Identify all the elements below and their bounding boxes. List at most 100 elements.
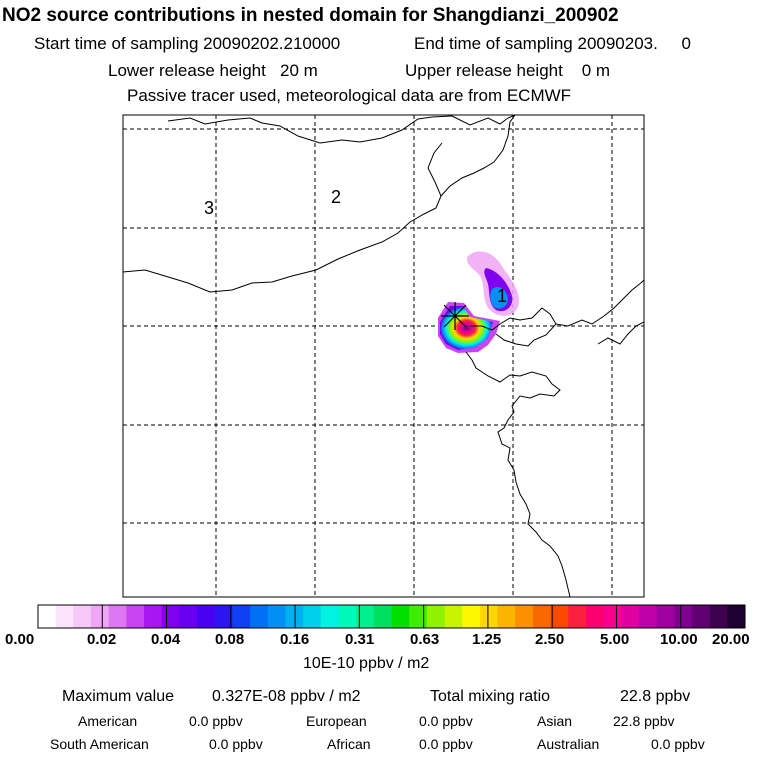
map-area: 1 2 3 — [123, 115, 644, 597]
colorbar-swatch — [91, 605, 110, 628]
south-american-label: South American — [50, 736, 149, 752]
lower-release-value: 20 m — [280, 61, 318, 80]
african-value: 0.0 ppbv — [419, 736, 473, 752]
colorbar-swatch — [38, 605, 57, 628]
colorbar-swatch — [232, 605, 251, 628]
colorbar-swatch — [621, 605, 640, 628]
australian-value: 0.0 ppbv — [651, 736, 705, 752]
region-label-2: 2 — [331, 187, 341, 207]
colorbar-swatch — [356, 605, 375, 628]
lower-release-height: Lower release height 20 m — [108, 62, 318, 79]
colorbar-swatch — [55, 605, 74, 628]
lower-release-label: Lower release height — [108, 61, 266, 80]
map-frame — [122, 114, 645, 598]
border-east — [440, 115, 516, 197]
receptor-marker — [441, 302, 469, 330]
colorbar-tick: 2.50 — [535, 631, 565, 648]
colorbar-swatch — [479, 605, 499, 628]
start-time-label: Start time of sampling — [34, 34, 199, 53]
asian-value: 22.8 ppbv — [613, 713, 675, 729]
colorbar-swatch — [674, 605, 693, 628]
colorbar-swatch — [73, 605, 92, 628]
colorbar-dividers — [101, 605, 682, 628]
colorbar-swatch — [338, 605, 357, 628]
colorbar-swatch — [285, 605, 304, 628]
colorbar-swatch — [568, 605, 587, 628]
colorbar-units: 10E-10 ppbv / m2 — [303, 655, 430, 672]
coastline-gulf — [470, 307, 557, 331]
coastline-korea — [597, 321, 644, 345]
tracer-note: Passive tracer used, meteorological data… — [127, 86, 572, 105]
colorbar-swatch — [638, 605, 658, 628]
asian-label: Asian — [537, 713, 573, 729]
colorbar-swatch — [267, 605, 286, 628]
border-west — [123, 142, 443, 293]
colorbar-swatch — [550, 605, 569, 628]
colorbar-tick: 1.25 — [472, 631, 502, 648]
australian-label: Australian — [537, 736, 600, 752]
colorbar-swatch — [444, 605, 463, 628]
colorbar-tick: 0.00 — [5, 631, 35, 648]
colorbar-swatch — [161, 605, 180, 628]
colorbar-swatch — [727, 605, 746, 628]
colorbar-swatch — [585, 605, 605, 628]
coastline-north-east — [451, 115, 516, 126]
concentration-plume — [438, 251, 520, 353]
coastline-north — [167, 115, 453, 144]
colorbar-swatch — [656, 605, 675, 628]
colorbar-swatch — [709, 605, 728, 628]
colorbar-swatch — [497, 605, 516, 628]
colorbar-swatch — [603, 605, 622, 628]
colorbar-swatch — [462, 605, 481, 628]
coastline-east — [465, 351, 571, 597]
american-value: 0.0 ppbv — [189, 713, 243, 729]
colorbar-swatch — [108, 605, 127, 628]
graticule — [123, 115, 644, 597]
european-label: European — [306, 713, 367, 729]
start-time: Start time of sampling 20090202.210000 — [34, 35, 340, 52]
colorbar-swatch — [197, 605, 216, 628]
region-label-3: 3 — [204, 198, 214, 218]
colorbar-swatch — [691, 605, 711, 628]
colorbar-swatch — [426, 605, 446, 628]
upper-release-value: 0 m — [581, 61, 611, 80]
colorbar-tick: 0.16 — [280, 631, 310, 648]
total-mixing-value: 22.8 ppbv — [620, 688, 691, 705]
colorbar-swatch — [214, 605, 233, 628]
colorbar-tick: 5.00 — [600, 631, 630, 648]
colorbar-tick: 0.63 — [410, 631, 440, 648]
colorbar-swatch — [179, 605, 198, 628]
colorbar-swatch — [532, 605, 552, 628]
upper-release-height: Upper release height 0 m — [405, 62, 610, 79]
colorbar-swatch — [126, 605, 145, 628]
colorbar-swatch — [320, 605, 339, 628]
european-value: 0.0 ppbv — [419, 713, 473, 729]
colorbar-tick: 0.08 — [215, 631, 245, 648]
region-label-1: 1 — [497, 286, 507, 306]
colorbar-tick: 0.04 — [151, 631, 181, 648]
colorbar-tick: 0.02 — [87, 631, 117, 648]
colorbar-swatch — [303, 605, 322, 628]
colorbar-tick: 0.31 — [345, 631, 375, 648]
colorbar-tick: 20.00 — [712, 631, 750, 648]
upper-release-label: Upper release height — [405, 61, 563, 80]
max-value: 0.327E-08 ppbv / m2 — [212, 688, 361, 705]
plume-arm-core — [490, 287, 508, 309]
total-mixing-label: Total mixing ratio — [430, 688, 551, 705]
colorbar-swatch — [515, 605, 534, 628]
colorbar-frame — [37, 604, 746, 629]
coastlines — [123, 115, 644, 597]
colorbar-swatch — [250, 605, 269, 628]
end-time-value: 20090203. 0 — [577, 34, 691, 53]
african-label: African — [327, 736, 371, 752]
chart-title: NO2 source contributions in nested domai… — [2, 5, 619, 26]
end-time: End time of sampling 20090203. 0 — [414, 35, 691, 52]
south-american-value: 0.0 ppbv — [209, 736, 263, 752]
colorbar-swatch — [144, 605, 163, 628]
colorbar-swatch — [373, 605, 392, 628]
coastline-bay — [495, 279, 644, 347]
end-time-label: End time of sampling — [414, 34, 573, 53]
american-label: American — [78, 713, 138, 729]
max-value-label: Maximum value — [62, 688, 175, 705]
